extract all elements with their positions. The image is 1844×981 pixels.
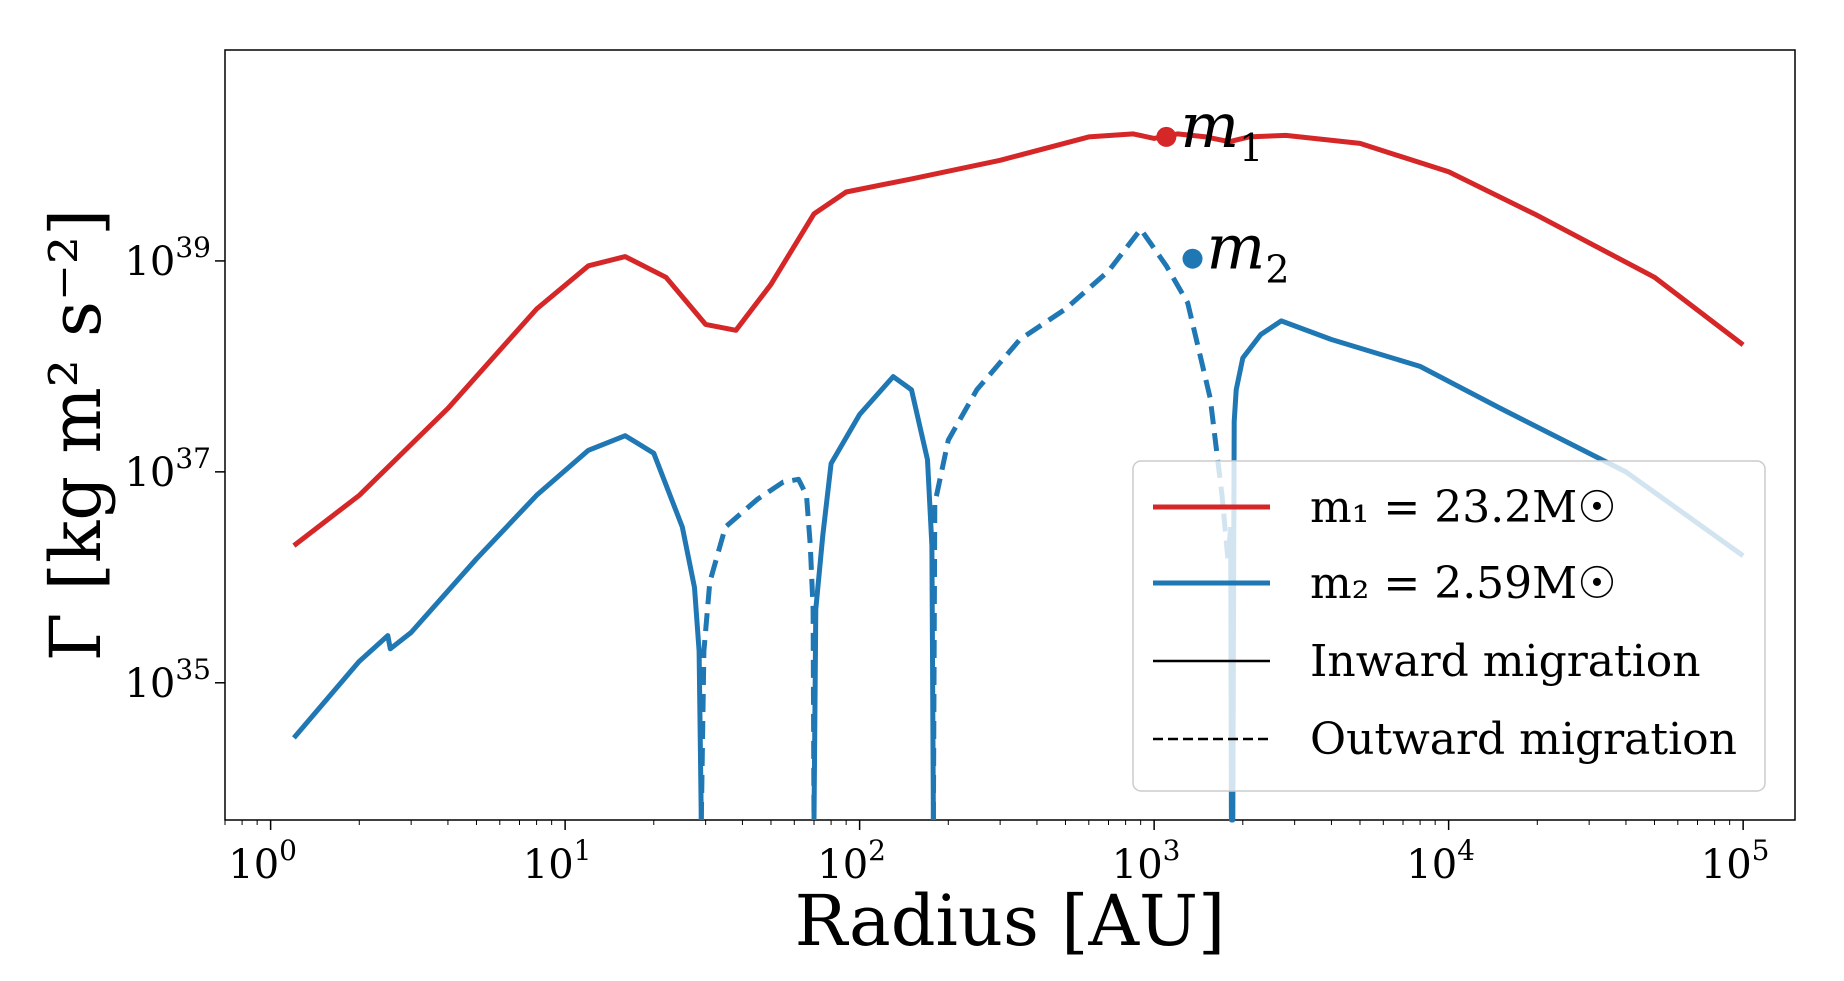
m2-marker-label: m2 — [1207, 211, 1290, 292]
y-tick-label: 1035 — [124, 653, 211, 707]
m1-marker — [1156, 126, 1177, 147]
x-tick-label: 104 — [1406, 834, 1475, 888]
legend-box — [1132, 460, 1766, 792]
x-tick-label: 102 — [817, 834, 886, 888]
x-tick-label: 101 — [523, 834, 592, 888]
legend-label-inward: Inward migration — [1310, 636, 1701, 687]
legend-label-m2: m₂ = 2.59M☉ — [1310, 558, 1617, 609]
m2-line-segment-5-solid — [1228, 318, 1745, 823]
legend-label-m1: m₁ = 23.2M☉ — [1310, 482, 1617, 533]
x-axis-ticks: 100 101 102 103 104 105 — [224, 820, 1770, 888]
x-tick-label: 100 — [228, 834, 297, 888]
legend-entries: m₁ = 23.2M☉ m₂ = 2.59M☉ Inward migration Ou… — [1153, 482, 1737, 765]
x-axis-label: Radius [AU] — [795, 880, 1226, 962]
series-layer — [291, 131, 1745, 823]
m2-line-segment-3-solid — [811, 374, 936, 821]
m2-line-segment-4-dashed — [930, 226, 1234, 821]
m1-line-segment-1-solid — [292, 131, 1745, 548]
y-axis-label: Γ [kg m² s⁻²] — [35, 209, 117, 662]
legend: m₁ = 23.2M☉ m₂ = 2.59M☉ Inward migration Ou… — [1132, 460, 1766, 792]
m2-line-segment-1-solid — [291, 433, 704, 821]
m2-line-segment-2-dashed — [698, 476, 817, 821]
legend-label-outward: Outward migration — [1310, 714, 1737, 765]
x-tick-label: 105 — [1701, 834, 1770, 888]
y-tick-label: 1039 — [124, 231, 211, 285]
y-axis-ticks: 1035 1037 1039 — [124, 231, 225, 707]
m2-marker — [1182, 248, 1203, 269]
y-tick-label: 1037 — [124, 442, 211, 496]
